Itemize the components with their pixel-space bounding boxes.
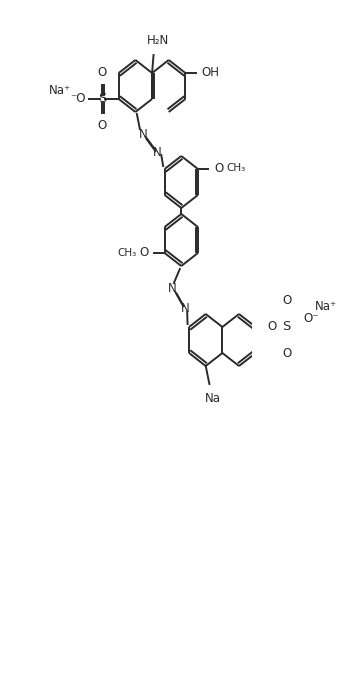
Text: O: O (98, 66, 107, 79)
Text: OH: OH (202, 67, 220, 79)
Text: N: N (181, 301, 189, 315)
Text: S: S (283, 320, 291, 333)
Text: S: S (98, 93, 107, 106)
Text: CH₃: CH₃ (226, 163, 245, 173)
Text: H₂N: H₂N (147, 34, 169, 47)
Text: O⁻: O⁻ (303, 313, 319, 326)
Text: N: N (153, 145, 162, 159)
Text: N: N (168, 281, 177, 294)
Text: CH₃: CH₃ (117, 248, 136, 258)
Text: O: O (268, 320, 277, 333)
Text: O: O (98, 119, 107, 132)
Text: Na: Na (205, 392, 221, 405)
Text: O: O (282, 347, 291, 360)
Text: O: O (282, 294, 291, 307)
Text: O: O (214, 161, 223, 175)
Text: N: N (138, 127, 147, 141)
Text: ⁻O: ⁻O (71, 93, 86, 106)
Text: Na⁺: Na⁺ (315, 301, 337, 313)
Text: O: O (139, 246, 148, 260)
Text: Na⁺: Na⁺ (49, 84, 71, 97)
